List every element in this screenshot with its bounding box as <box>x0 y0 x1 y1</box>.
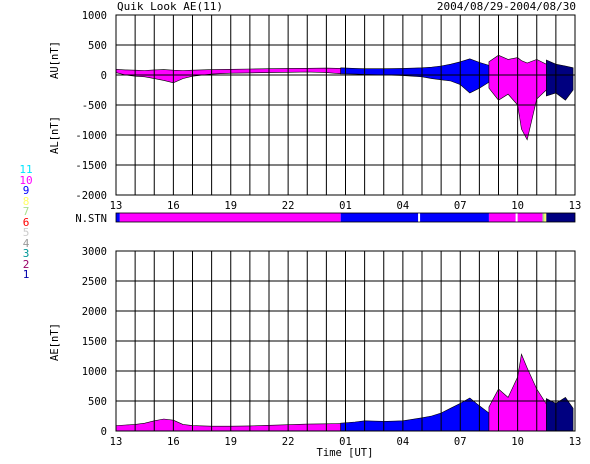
panel-lower <box>115 250 576 432</box>
data-area-segment <box>115 418 342 432</box>
data-area-segment <box>546 59 574 101</box>
station-legend-item: 6 <box>22 215 30 229</box>
x-tick-label: 04 <box>397 436 410 448</box>
y-tick-label: 0 <box>101 70 107 82</box>
station-legend-item: 4 <box>22 236 30 250</box>
x-tick-label: 19 <box>224 436 237 448</box>
station-color-legend: 11 10 9 8 7 6 5 4 3 2 1 <box>18 163 34 281</box>
y-tick-label: -1500 <box>75 160 107 172</box>
station-strip-segment <box>119 213 341 222</box>
x-tick-label: 13 <box>110 436 123 448</box>
y-tick-label: -2000 <box>75 190 107 202</box>
station-legend-item: 1 <box>22 268 30 281</box>
station-strip-segment <box>544 213 547 222</box>
x-tick-label: 04 <box>397 200 410 212</box>
x-tick-label: 10 <box>511 200 524 212</box>
y-tick-label: 1000 <box>82 10 107 22</box>
y-axis-label-ae: AE[nT] <box>49 323 61 361</box>
date-range: 2004/08/29-2004/08/30 <box>436 0 576 13</box>
x-tick-label: 01 <box>339 436 352 448</box>
x-tick-label: 01 <box>339 200 352 212</box>
station-strip-segment <box>116 213 120 222</box>
y-axis-label-al: AL[nT] <box>49 116 61 154</box>
x-tick-label: 10 <box>511 436 524 448</box>
y-tick-label: 1000 <box>82 366 107 378</box>
x-tick-label: 07 <box>454 436 467 448</box>
panel-upper <box>115 14 576 196</box>
y-tick-label: -500 <box>82 100 107 112</box>
station-strip-segment <box>340 213 419 222</box>
x-tick-label: 16 <box>167 436 180 448</box>
x-tick-label: 07 <box>454 200 467 212</box>
x-tick-label: 13 <box>110 200 123 212</box>
y-tick-label: 500 <box>88 40 107 52</box>
x-axis-label: Time [UT] <box>317 447 374 459</box>
station-strip-segment <box>542 213 545 222</box>
x-tick-label: 19 <box>224 200 237 212</box>
plot-frame <box>115 14 576 196</box>
station-strip-frame <box>115 212 576 223</box>
x-tick-label: 13 <box>569 200 582 212</box>
plot-frame <box>115 250 576 432</box>
y-tick-label: 500 <box>88 396 107 408</box>
station-strip-label: N.STN <box>75 213 107 225</box>
station-strip-segment <box>488 213 516 222</box>
station-legend-item: 10 <box>19 173 33 187</box>
station-legend-item: 11 <box>19 163 33 176</box>
station-legend-item: 7 <box>22 205 30 218</box>
y-axis-label-au: AU[nT] <box>49 41 61 79</box>
y-tick-label: 1500 <box>82 336 107 348</box>
data-area-segment <box>546 396 574 432</box>
y-tick-label: 3000 <box>82 246 107 258</box>
x-tick-label: 16 <box>167 200 180 212</box>
chart-title: Quik Look AE(11) <box>117 0 223 13</box>
station-strip-segment <box>418 213 421 222</box>
station-strip-segment <box>515 213 518 222</box>
y-tick-label: 2000 <box>82 306 107 318</box>
station-strip-segment <box>517 213 543 222</box>
station-legend-item: 5 <box>22 226 30 239</box>
station-legend-item: 2 <box>22 257 30 271</box>
y-tick-label: 0 <box>101 426 107 438</box>
y-tick-label: -1000 <box>75 130 107 142</box>
station-legend-item: 9 <box>22 184 30 197</box>
station-legend-item: 3 <box>22 247 30 260</box>
station-strip-segment <box>546 213 575 222</box>
data-area-segment <box>340 58 490 94</box>
station-strip-segment <box>420 213 489 222</box>
y-tick-label: 2500 <box>82 276 107 288</box>
data-area-segment <box>340 397 490 432</box>
x-tick-label: 22 <box>282 436 295 448</box>
station-legend-item: 8 <box>22 194 30 208</box>
x-tick-label: 13 <box>569 436 582 448</box>
x-tick-label: 22 <box>282 200 295 212</box>
